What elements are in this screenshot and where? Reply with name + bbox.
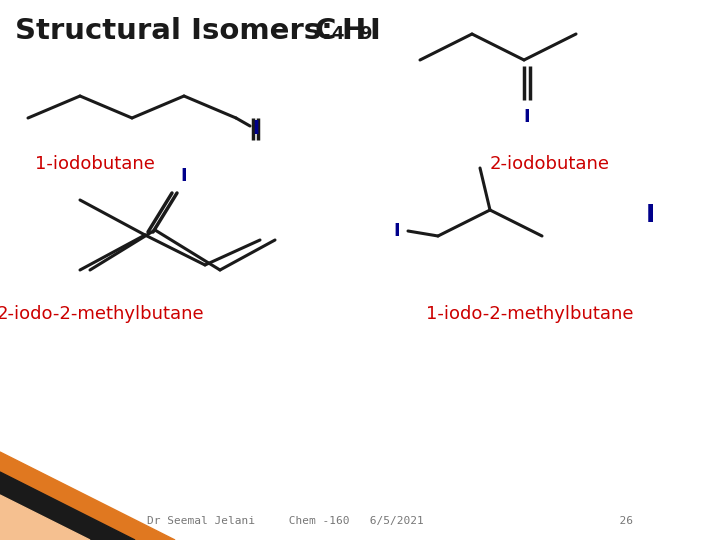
Text: 9: 9 bbox=[359, 25, 372, 43]
Text: C: C bbox=[315, 17, 336, 45]
Text: Structural Isomers:: Structural Isomers: bbox=[15, 17, 353, 45]
Text: 2-iodo-2-methylbutane: 2-iodo-2-methylbutane bbox=[0, 305, 204, 323]
Polygon shape bbox=[0, 452, 175, 540]
Text: I: I bbox=[645, 203, 654, 227]
Text: I: I bbox=[523, 108, 531, 126]
Text: 1-iodo-2-methylbutane: 1-iodo-2-methylbutane bbox=[426, 305, 634, 323]
Text: I: I bbox=[253, 118, 260, 138]
Text: I: I bbox=[180, 167, 186, 185]
Text: 4: 4 bbox=[331, 25, 343, 43]
Text: Dr Seemal Jelani     Chem -160   6/5/2021                             26: Dr Seemal Jelani Chem -160 6/5/2021 26 bbox=[147, 516, 633, 526]
Polygon shape bbox=[0, 495, 90, 540]
Polygon shape bbox=[0, 472, 135, 540]
Text: 2-iodobutane: 2-iodobutane bbox=[490, 155, 610, 173]
Text: I: I bbox=[393, 222, 400, 240]
Text: 1-iodobutane: 1-iodobutane bbox=[35, 155, 155, 173]
Text: H: H bbox=[341, 17, 365, 45]
Text: I: I bbox=[369, 17, 380, 45]
